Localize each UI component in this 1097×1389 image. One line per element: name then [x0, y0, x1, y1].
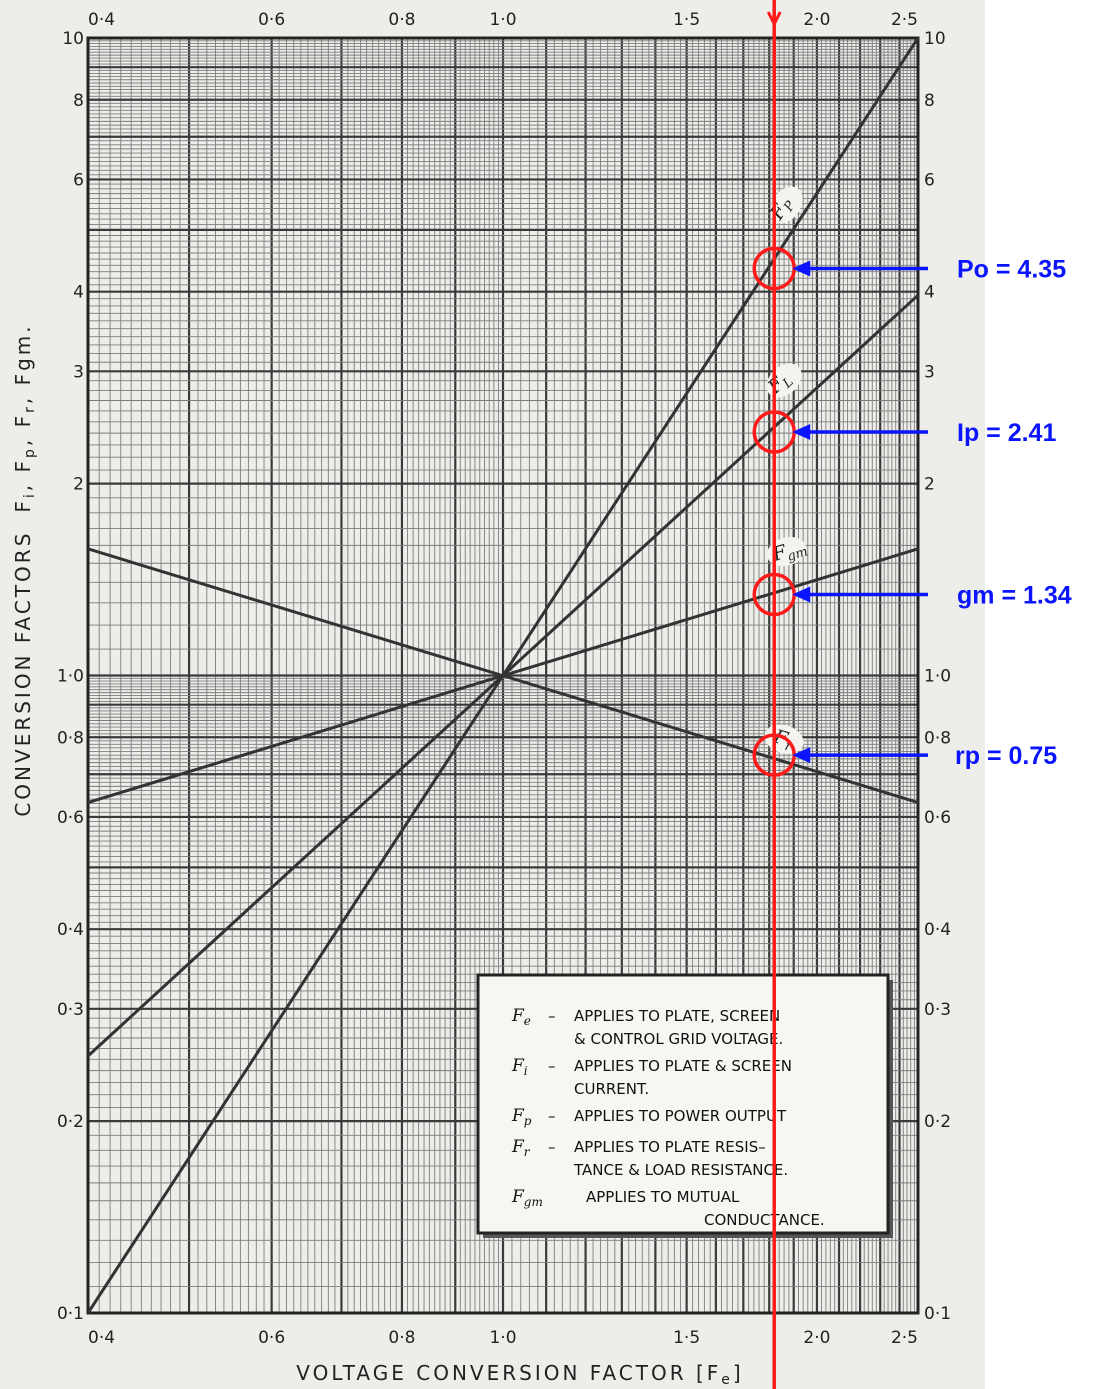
x-tick-label-bottom: 0·4 — [88, 1328, 115, 1348]
x-tick-label-bottom: 1·0 — [489, 1328, 516, 1348]
y-tick-label-right: 0·3 — [924, 1000, 951, 1020]
legend-text-line: CURRENT. — [574, 1080, 649, 1098]
y-tick-label-right: 0·2 — [924, 1112, 951, 1132]
y-tick-label-left: 0·2 — [57, 1112, 84, 1132]
x-tick-label-bottom: 2·0 — [803, 1328, 830, 1348]
annotation-arrow-head — [792, 586, 811, 603]
legend-text-line: APPLIES TO MUTUAL — [586, 1188, 740, 1206]
annotation-arrow-head — [792, 423, 811, 440]
y-tick-label-right: 6 — [924, 170, 935, 190]
y-tick-label-left: 10 — [62, 29, 84, 49]
annotation-arrow-head — [792, 260, 811, 277]
y-tick-label-left: 0·1 — [57, 1304, 84, 1324]
annotation-label: gm = 1.34 — [957, 581, 1072, 609]
y-tick-label-right: 2 — [924, 475, 935, 495]
curve-label-bg — [766, 536, 807, 567]
x-tick-label-top: 1·0 — [489, 10, 516, 30]
y-tick-label-right: 0·6 — [924, 808, 951, 828]
y-tick-label-left: 0·3 — [57, 1000, 84, 1020]
y-tick-label-right: 3 — [924, 362, 935, 382]
x-tick-label-top: 0·8 — [388, 10, 415, 30]
y-tick-label-right: 1·0 — [924, 667, 951, 687]
legend-box: Fe – APPLIES TO PLATE, SCREEN& CONTROL GRI… — [476, 973, 893, 1238]
legend-dash: – — [548, 1007, 556, 1025]
y-tick-label-right: 10 — [924, 29, 946, 49]
tick-labels: 0·4 0·4 0·6 0·6 0·8 0·8 1·0 1·0 1·5 1·5 2·0 2·0 2·5 2… — [57, 10, 951, 1348]
x-tick-label-bottom: 0·8 — [388, 1328, 415, 1348]
annotation-label: rp = 0.75 — [955, 742, 1057, 770]
y-tick-label-right: 8 — [924, 91, 935, 111]
x-tick-label-bottom: 0·6 — [258, 1328, 285, 1348]
legend-text-line: TANCE & LOAD RESISTANCE. — [573, 1161, 788, 1179]
y-tick-label-left: 2 — [73, 475, 84, 495]
annotation-arrow-head — [792, 747, 811, 764]
legend-text-line: APPLIES TO PLATE RESIS– — [574, 1138, 766, 1156]
y-tick-label-right: 0·1 — [924, 1304, 951, 1324]
x-tick-label-top: 0·6 — [258, 10, 285, 30]
x-tick-label-bottom: 2·5 — [891, 1328, 918, 1348]
annotation-layer: Po = 4.35 Ip = 2.41 gm = 1.34 rp = 0.75 — [792, 255, 1072, 770]
plot-frame — [86, 36, 920, 1315]
curve-fr — [87, 547, 919, 804]
curve-label-bg — [770, 186, 803, 224]
y-tick-label-left: 0·6 — [57, 808, 84, 828]
y-tick-label-left: 1·0 — [57, 667, 84, 687]
y-tick-label-right: 0·4 — [924, 920, 951, 940]
legend-symbol: Fi — [511, 1056, 528, 1078]
x-axis-title: VOLTAGE CONVERSION FACTOR [Fe] — [296, 1361, 743, 1388]
legend-text-line: & CONTROL GRID VOLTAGE. — [574, 1030, 783, 1048]
legend-dash: – — [548, 1107, 556, 1125]
legend-text-line: APPLIES TO POWER OUTPUT — [574, 1107, 787, 1125]
legend-dash: – — [548, 1057, 556, 1075]
x-tick-label-top: 2·0 — [803, 10, 830, 30]
x-tick-label-bottom: 1·5 — [673, 1328, 700, 1348]
legend-text-line: APPLIES TO PLATE & SCREEN — [574, 1057, 792, 1075]
legend-text-line: APPLIES TO PLATE, SCREEN — [574, 1007, 780, 1025]
y-tick-label-left: 0·4 — [57, 920, 84, 940]
legend-symbol: Fgm — [511, 1187, 543, 1209]
annotation-label: Po = 4.35 — [957, 255, 1066, 283]
y-tick-label-left: 8 — [73, 91, 84, 111]
legend-dash: – — [548, 1138, 556, 1156]
x-tick-label-top: 1·5 — [673, 10, 700, 30]
y-tick-label-right: 0·8 — [924, 728, 951, 748]
y-tick-label-right: 4 — [924, 283, 935, 303]
y-tick-label-left: 4 — [73, 283, 84, 303]
legend-symbol: Fr — [511, 1137, 531, 1159]
x-tick-label-top: 0·4 — [88, 10, 115, 30]
y-tick-label-left: 3 — [73, 362, 84, 382]
legend-symbol: Fp — [511, 1106, 532, 1128]
legend-symbol: Fe — [511, 1006, 531, 1028]
y-tick-label-left: 6 — [73, 170, 84, 190]
legend-frame — [476, 973, 890, 1235]
x-tick-label-top: 2·5 — [891, 10, 918, 30]
marker-arrow-head — [766, 11, 782, 28]
y-axis-title: CONVERSION FACTORSFi, Fp, Fr, Fgm. — [11, 323, 38, 816]
legend-text-line: CONDUCTANCE. — [704, 1211, 825, 1229]
y-tick-label-left: 0·8 — [57, 728, 84, 748]
annotation-label: Ip = 2.41 — [957, 419, 1056, 447]
